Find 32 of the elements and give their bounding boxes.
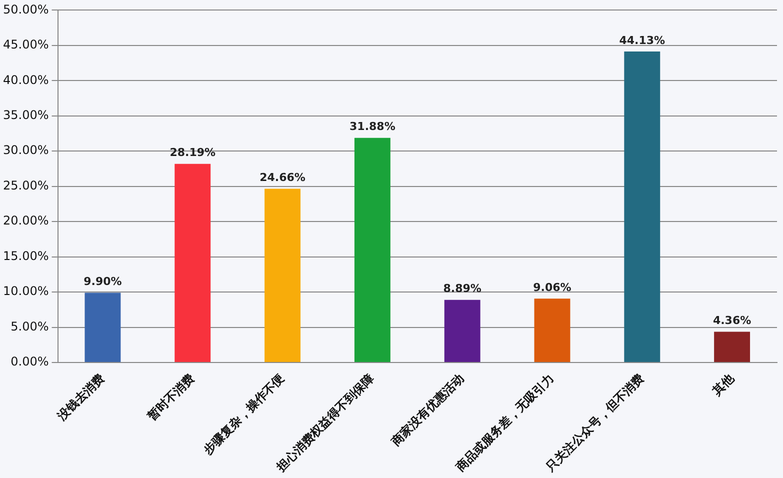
bar	[84, 292, 121, 362]
y-tick-label: 35.00%	[2, 108, 49, 122]
x-tick-label: 暂时不消费	[144, 371, 197, 424]
bar	[174, 164, 211, 362]
data-label: 44.13%	[619, 34, 666, 47]
y-tick-label: 0.00%	[10, 354, 49, 369]
x-tick-label: 商家没有优惠活动	[388, 371, 467, 450]
bar	[444, 300, 480, 362]
y-tick-label: 10.00%	[2, 284, 49, 298]
y-tick-label: 30.00%	[2, 143, 49, 158]
data-label: 31.88%	[350, 120, 396, 134]
x-tick-label: 步骤复杂，操作不便	[200, 371, 287, 458]
y-tick-label: 15.00%	[2, 248, 49, 263]
data-label: 28.19%	[170, 146, 216, 160]
data-label: 9.90%	[84, 275, 122, 288]
x-tick-label: 没钱去消费	[54, 371, 108, 424]
y-tick-label: 25.00%	[2, 178, 49, 192]
x-tick-label: 其他	[708, 370, 738, 399]
data-label: 24.66%	[260, 171, 306, 184]
y-tick-label: 5.00%	[10, 319, 49, 334]
y-tick-label: 20.00%	[2, 214, 49, 228]
y-tick-label: 45.00%	[2, 38, 49, 52]
bar	[534, 298, 570, 362]
bar	[264, 188, 300, 362]
bar	[714, 332, 750, 362]
y-tick-label: 50.00%	[2, 2, 49, 16]
data-label: 8.89%	[443, 282, 482, 296]
bar	[354, 138, 390, 362]
y-tick-label: 40.00%	[2, 72, 49, 87]
bar	[624, 52, 660, 362]
data-label: 4.36%	[712, 314, 752, 328]
data-label: 9.06%	[533, 281, 572, 294]
